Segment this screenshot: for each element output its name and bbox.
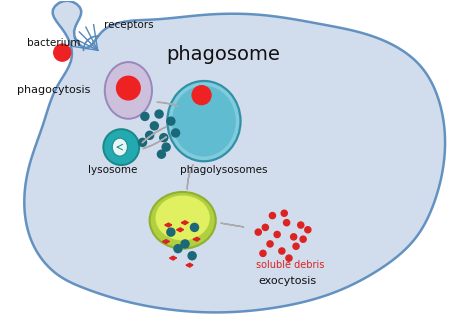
Circle shape <box>160 134 168 142</box>
Circle shape <box>181 240 189 248</box>
Circle shape <box>279 248 285 254</box>
Circle shape <box>103 129 139 165</box>
Polygon shape <box>163 240 170 243</box>
Circle shape <box>141 113 149 121</box>
Text: lysosome: lysosome <box>88 165 137 175</box>
Circle shape <box>157 150 165 158</box>
Polygon shape <box>170 256 176 260</box>
Circle shape <box>150 122 158 130</box>
FancyArrowPatch shape <box>187 165 193 189</box>
Circle shape <box>138 138 146 146</box>
Circle shape <box>255 229 261 235</box>
Text: receptors: receptors <box>104 20 154 30</box>
Polygon shape <box>176 228 183 232</box>
Circle shape <box>286 255 292 261</box>
Circle shape <box>300 236 306 242</box>
Circle shape <box>191 223 199 231</box>
Ellipse shape <box>167 81 240 161</box>
Ellipse shape <box>172 86 236 157</box>
FancyArrowPatch shape <box>221 223 244 227</box>
Circle shape <box>188 252 196 260</box>
Polygon shape <box>186 263 193 267</box>
Circle shape <box>167 228 175 236</box>
Circle shape <box>281 210 287 216</box>
Circle shape <box>146 131 154 139</box>
Circle shape <box>162 143 170 151</box>
Circle shape <box>174 245 182 253</box>
Circle shape <box>167 117 175 125</box>
Polygon shape <box>181 221 188 224</box>
FancyArrowPatch shape <box>157 102 178 106</box>
Circle shape <box>274 231 280 238</box>
Circle shape <box>305 227 311 233</box>
Circle shape <box>262 224 268 230</box>
Circle shape <box>267 241 273 247</box>
Circle shape <box>293 243 299 249</box>
Circle shape <box>269 212 275 219</box>
Circle shape <box>54 44 71 61</box>
Text: phagosome: phagosome <box>166 45 280 64</box>
FancyArrowPatch shape <box>143 137 166 149</box>
Polygon shape <box>165 223 172 227</box>
Circle shape <box>260 250 266 256</box>
Circle shape <box>283 219 290 226</box>
Ellipse shape <box>112 138 128 156</box>
Circle shape <box>172 129 180 137</box>
Text: bacterium: bacterium <box>27 38 80 47</box>
Text: exocytosis: exocytosis <box>258 276 316 286</box>
Circle shape <box>298 222 304 228</box>
Text: soluble debris: soluble debris <box>256 260 324 270</box>
Circle shape <box>192 86 211 105</box>
Circle shape <box>117 76 140 100</box>
Polygon shape <box>24 1 445 312</box>
Polygon shape <box>193 237 200 241</box>
Ellipse shape <box>150 192 216 249</box>
Circle shape <box>155 110 163 118</box>
Text: phagocytosis: phagocytosis <box>18 85 91 95</box>
Text: phagolysosomes: phagolysosomes <box>180 165 268 175</box>
Ellipse shape <box>105 62 152 119</box>
Circle shape <box>291 234 297 240</box>
Ellipse shape <box>155 196 210 240</box>
FancyArrowPatch shape <box>142 127 166 143</box>
